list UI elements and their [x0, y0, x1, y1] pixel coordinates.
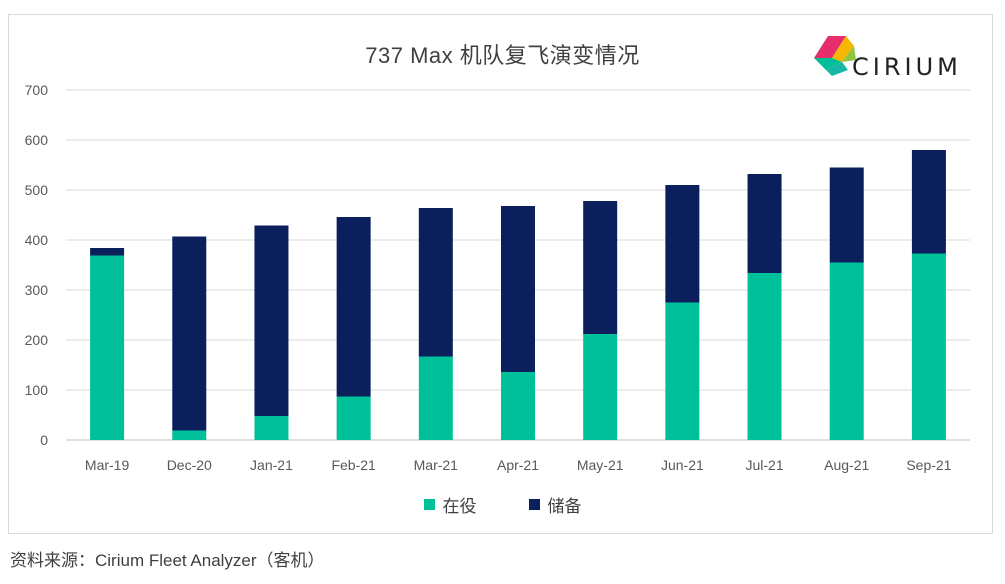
bar-storage [172, 236, 207, 431]
bar-in-service [90, 255, 125, 440]
bar-in-service [829, 262, 864, 440]
legend-label-storage: 储备 [547, 497, 582, 516]
chart-frame [8, 14, 993, 534]
bar-storage [911, 150, 946, 254]
x-tick-label: Dec-20 [167, 457, 212, 473]
x-tick-label: Mar-19 [85, 457, 130, 473]
bar-storage [254, 225, 289, 416]
bar-storage [90, 248, 125, 256]
x-tick-label: Jan-21 [250, 457, 293, 473]
bar-in-service [911, 253, 946, 440]
legend-swatch-in-service [423, 499, 435, 510]
x-tick-label: Mar-21 [414, 457, 459, 473]
bar-in-service [418, 356, 453, 440]
bar-storage [665, 185, 700, 303]
bar-in-service [747, 273, 782, 440]
x-tick-label: Feb-21 [331, 457, 376, 473]
legend-label-in-service: 在役 [442, 497, 477, 516]
bar-in-service [501, 372, 535, 440]
chart-title: 737 Max 机队复飞演变情况 [365, 43, 640, 68]
x-tick-label: Sep-21 [906, 457, 951, 473]
y-tick-label: 0 [40, 432, 48, 448]
bar-storage [583, 201, 618, 334]
x-tick-label: May-21 [577, 457, 624, 473]
y-tick-label: 700 [25, 82, 49, 98]
bar-in-service [172, 430, 207, 440]
bar-in-service [665, 302, 700, 440]
legend: 在役 储备 [0, 492, 1005, 517]
legend-swatch-storage [528, 499, 540, 510]
bar-storage [747, 174, 782, 273]
bar-in-service [336, 396, 371, 440]
bar-in-service [254, 416, 289, 440]
y-tick-label: 400 [25, 232, 49, 248]
legend-item-in-service: 在役 [423, 492, 477, 517]
y-tick-label: 300 [25, 282, 49, 298]
y-tick-label: 500 [25, 182, 49, 198]
x-tick-label: Jul-21 [745, 457, 783, 473]
cirium-logo-text: CIRIUM [852, 53, 962, 81]
bar-storage [829, 167, 864, 263]
cirium-logo-icon [814, 36, 856, 76]
legend-item-storage: 储备 [528, 492, 582, 517]
y-tick-label: 100 [25, 382, 49, 398]
bar-storage [418, 208, 453, 357]
source-note: 资料来源：Cirium Fleet Analyzer（客机） [10, 551, 325, 570]
x-tick-label: Aug-21 [824, 457, 869, 473]
bar-storage [501, 206, 535, 372]
y-tick-label: 600 [25, 132, 49, 148]
bar-in-service [583, 334, 618, 440]
x-tick-label: Apr-21 [497, 457, 539, 473]
x-tick-label: Jun-21 [661, 457, 704, 473]
y-tick-label: 200 [25, 332, 49, 348]
bar-storage [336, 217, 371, 397]
